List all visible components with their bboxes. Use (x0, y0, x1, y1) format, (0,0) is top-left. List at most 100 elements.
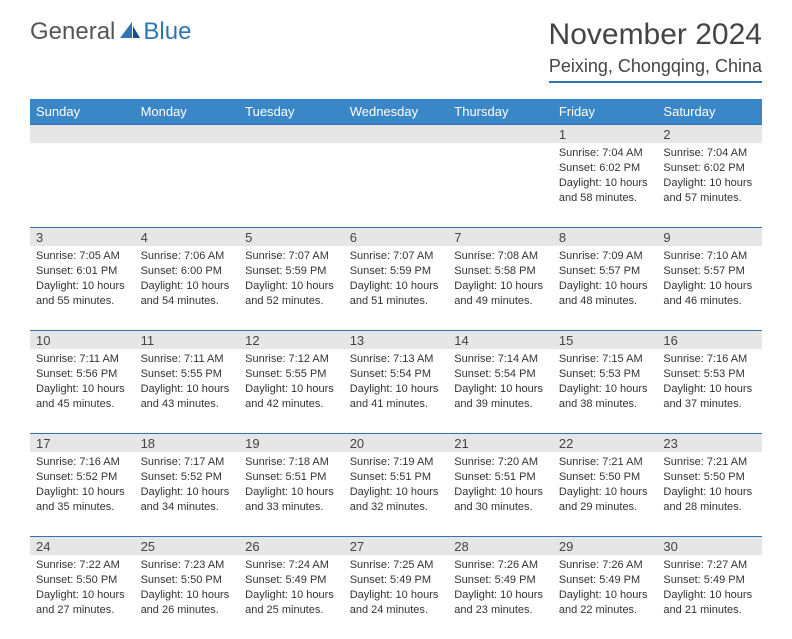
day-cell: Sunrise: 7:27 AMSunset: 5:49 PMDaylight:… (657, 555, 762, 639)
day-cell: Sunrise: 7:21 AMSunset: 5:50 PMDaylight:… (657, 452, 762, 536)
sunset-text: Sunset: 5:49 PM (350, 573, 443, 588)
week-row: Sunrise: 7:04 AMSunset: 6:02 PMDaylight:… (30, 143, 762, 227)
day-cell: Sunrise: 7:13 AMSunset: 5:54 PMDaylight:… (344, 349, 449, 433)
day-cell: Sunrise: 7:18 AMSunset: 5:51 PMDaylight:… (239, 452, 344, 536)
sunrise-text: Sunrise: 7:21 AM (559, 455, 652, 470)
day-number (239, 125, 344, 143)
sunset-text: Sunset: 5:50 PM (663, 470, 756, 485)
daylight-text: Daylight: 10 hours and 55 minutes. (36, 279, 129, 309)
sunset-text: Sunset: 5:59 PM (350, 264, 443, 279)
daylight-text: Daylight: 10 hours and 30 minutes. (454, 485, 547, 515)
sunset-text: Sunset: 5:51 PM (245, 470, 338, 485)
week-row: Sunrise: 7:05 AMSunset: 6:01 PMDaylight:… (30, 246, 762, 330)
day-number (344, 125, 449, 143)
day-number: 7 (448, 228, 553, 246)
sunset-text: Sunset: 5:59 PM (245, 264, 338, 279)
day-cell: Sunrise: 7:21 AMSunset: 5:50 PMDaylight:… (553, 452, 658, 536)
sunset-text: Sunset: 6:02 PM (663, 161, 756, 176)
sunset-text: Sunset: 5:52 PM (141, 470, 234, 485)
day-number: 23 (657, 434, 762, 452)
daylight-text: Daylight: 10 hours and 32 minutes. (350, 485, 443, 515)
sunset-text: Sunset: 5:50 PM (141, 573, 234, 588)
daylight-text: Daylight: 10 hours and 26 minutes. (141, 588, 234, 618)
logo: General Blue (30, 18, 191, 46)
daylight-text: Daylight: 10 hours and 46 minutes. (663, 279, 756, 309)
sunrise-text: Sunrise: 7:19 AM (350, 455, 443, 470)
title-block: November 2024 Peixing, Chongqing, China (549, 18, 762, 83)
sunset-text: Sunset: 5:55 PM (141, 367, 234, 382)
daylight-text: Daylight: 10 hours and 27 minutes. (36, 588, 129, 618)
sunrise-text: Sunrise: 7:20 AM (454, 455, 547, 470)
logo-text-blue: Blue (143, 18, 191, 46)
sunrise-text: Sunrise: 7:11 AM (36, 352, 129, 367)
day-cell: Sunrise: 7:09 AMSunset: 5:57 PMDaylight:… (553, 246, 658, 330)
sunrise-text: Sunrise: 7:15 AM (559, 352, 652, 367)
sunset-text: Sunset: 5:55 PM (245, 367, 338, 382)
month-title: November 2024 (549, 18, 762, 52)
day-number: 15 (553, 331, 658, 349)
day-number (30, 125, 135, 143)
dayname-monday: Monday (135, 99, 240, 124)
day-number: 8 (553, 228, 658, 246)
sunset-text: Sunset: 6:01 PM (36, 264, 129, 279)
daylight-text: Daylight: 10 hours and 28 minutes. (663, 485, 756, 515)
daylight-text: Daylight: 10 hours and 29 minutes. (559, 485, 652, 515)
sunrise-text: Sunrise: 7:17 AM (141, 455, 234, 470)
day-number: 4 (135, 228, 240, 246)
day-cell (135, 143, 240, 227)
day-number (135, 125, 240, 143)
sunrise-text: Sunrise: 7:08 AM (454, 249, 547, 264)
day-cell (344, 143, 449, 227)
daylight-text: Daylight: 10 hours and 35 minutes. (36, 485, 129, 515)
day-cell: Sunrise: 7:04 AMSunset: 6:02 PMDaylight:… (553, 143, 658, 227)
day-number: 3 (30, 228, 135, 246)
daynum-row: 17181920212223 (30, 433, 762, 452)
sunrise-text: Sunrise: 7:26 AM (559, 558, 652, 573)
day-number: 21 (448, 434, 553, 452)
day-cell: Sunrise: 7:07 AMSunset: 5:59 PMDaylight:… (239, 246, 344, 330)
sunset-text: Sunset: 5:49 PM (454, 573, 547, 588)
sunset-text: Sunset: 5:49 PM (245, 573, 338, 588)
location: Peixing, Chongqing, China (549, 56, 762, 83)
daylight-text: Daylight: 10 hours and 45 minutes. (36, 382, 129, 412)
sunrise-text: Sunrise: 7:22 AM (36, 558, 129, 573)
day-number: 27 (344, 537, 449, 555)
day-number: 19 (239, 434, 344, 452)
sunrise-text: Sunrise: 7:07 AM (245, 249, 338, 264)
day-cell: Sunrise: 7:12 AMSunset: 5:55 PMDaylight:… (239, 349, 344, 433)
sunset-text: Sunset: 5:50 PM (559, 470, 652, 485)
sunset-text: Sunset: 5:53 PM (663, 367, 756, 382)
sunset-text: Sunset: 6:00 PM (141, 264, 234, 279)
daylight-text: Daylight: 10 hours and 42 minutes. (245, 382, 338, 412)
daynum-row: 24252627282930 (30, 536, 762, 555)
dayname-tuesday: Tuesday (239, 99, 344, 124)
daylight-text: Daylight: 10 hours and 54 minutes. (141, 279, 234, 309)
day-cell: Sunrise: 7:10 AMSunset: 5:57 PMDaylight:… (657, 246, 762, 330)
sunrise-text: Sunrise: 7:21 AM (663, 455, 756, 470)
day-cell (239, 143, 344, 227)
sunrise-text: Sunrise: 7:04 AM (663, 146, 756, 161)
daylight-text: Daylight: 10 hours and 38 minutes. (559, 382, 652, 412)
daynum-row: 10111213141516 (30, 330, 762, 349)
daylight-text: Daylight: 10 hours and 49 minutes. (454, 279, 547, 309)
day-cell (30, 143, 135, 227)
sunrise-text: Sunrise: 7:11 AM (141, 352, 234, 367)
daylight-text: Daylight: 10 hours and 34 minutes. (141, 485, 234, 515)
day-number: 28 (448, 537, 553, 555)
dayname-wednesday: Wednesday (344, 99, 449, 124)
sunrise-text: Sunrise: 7:04 AM (559, 146, 652, 161)
day-cell: Sunrise: 7:16 AMSunset: 5:53 PMDaylight:… (657, 349, 762, 433)
daylight-text: Daylight: 10 hours and 52 minutes. (245, 279, 338, 309)
day-number (448, 125, 553, 143)
sunrise-text: Sunrise: 7:26 AM (454, 558, 547, 573)
sunset-text: Sunset: 5:54 PM (350, 367, 443, 382)
day-number: 30 (657, 537, 762, 555)
sunset-text: Sunset: 5:51 PM (454, 470, 547, 485)
day-number: 24 (30, 537, 135, 555)
day-cell: Sunrise: 7:16 AMSunset: 5:52 PMDaylight:… (30, 452, 135, 536)
day-number: 22 (553, 434, 658, 452)
sunset-text: Sunset: 5:49 PM (663, 573, 756, 588)
day-number: 11 (135, 331, 240, 349)
sunrise-text: Sunrise: 7:27 AM (663, 558, 756, 573)
day-cell: Sunrise: 7:25 AMSunset: 5:49 PMDaylight:… (344, 555, 449, 639)
